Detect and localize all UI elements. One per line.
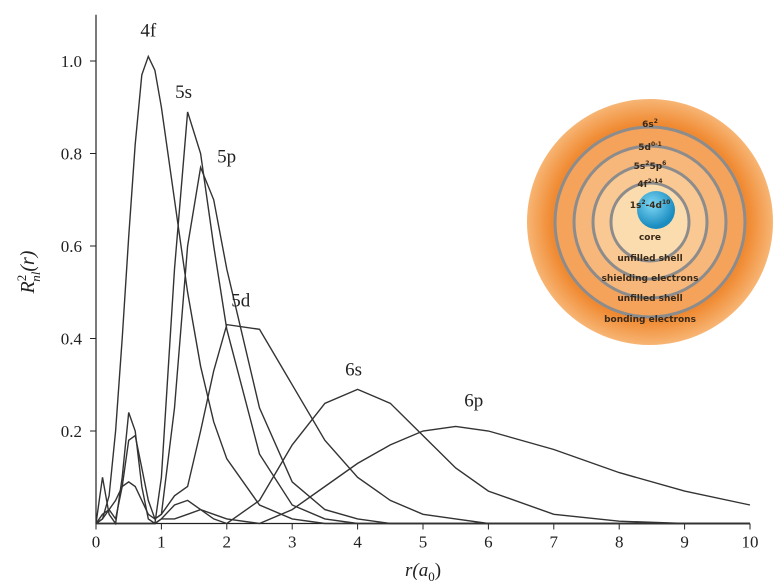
shell-description: bonding electrons: [604, 315, 696, 325]
shell-description: shielding electrons: [602, 274, 699, 284]
shell-label-sup: 2: [654, 118, 658, 125]
series-label: 6s: [345, 359, 362, 380]
shell-description: unfilled shell: [617, 254, 682, 264]
shell-label-part: 5s: [634, 162, 646, 172]
y-tick-label: 0.8: [61, 145, 82, 164]
series-line: [96, 425, 751, 525]
y-axis-label-part: nl: [28, 271, 43, 282]
series-line: [95, 164, 750, 525]
core: [637, 191, 675, 229]
series-label: 5p: [217, 146, 236, 167]
series-label: 5d: [231, 291, 251, 312]
y-tick-label: 0.6: [61, 237, 82, 256]
series-label: 5s: [175, 82, 192, 103]
shell-label: 1s2-4d10: [630, 199, 671, 211]
shell-diagram: 6s25d0-15s25p64f2-141s2-4d10coreunfilled…: [527, 99, 773, 345]
shell-label-part: -4d: [646, 201, 662, 211]
x-tick-label: 2: [223, 533, 232, 552]
x-tick-label: 4: [353, 533, 362, 552]
axes: 0.20.40.60.81.00 1 2 3 4 5 6 7 8 9 10R2nl(r)r(a0)4…: [14, 14, 759, 583]
shell-description: unfilled shell: [617, 294, 682, 304]
shell-label-sup: 0-1: [651, 141, 662, 148]
shell-label-sup: 2: [645, 160, 649, 167]
y-axis-label-part: (r): [17, 250, 39, 271]
y-tick-label: 0.2: [61, 422, 82, 441]
x-tick-label: 1: [157, 533, 166, 552]
shell-label-part: 5d: [638, 143, 651, 153]
shell-label: 5s25p6: [634, 160, 667, 172]
shell-description: core: [639, 233, 661, 243]
y-tick-label: 1.0: [61, 52, 82, 71]
shell-label: 6s2: [642, 118, 658, 130]
shell-label: 4f2-14: [637, 178, 662, 190]
shell-label-sup: 2-14: [648, 178, 663, 185]
y-tick-label: 0.4: [61, 330, 83, 349]
shell-label-sup: 10: [662, 199, 670, 206]
series-label: 6p: [464, 390, 483, 411]
shell-label-part: 6s: [642, 120, 654, 130]
x-tick-label: 3: [288, 533, 297, 552]
x-tick-label: 10: [742, 533, 759, 552]
shell-label: 5d0-1: [638, 141, 662, 153]
x-axis-label: r(a0): [405, 560, 441, 583]
shell-label-part: 1s: [630, 201, 642, 211]
y-axis-label-part: R: [17, 281, 39, 294]
shell-label-part: 5p: [649, 162, 662, 172]
shell-label-part: 4f: [637, 180, 647, 190]
x-axis-label-part: r(a: [405, 560, 428, 581]
shell-label-sup: 2: [641, 199, 645, 206]
x-tick-label: 7: [550, 533, 559, 552]
y-axis-label: R2nl(r): [14, 250, 43, 294]
series-label: 4f: [140, 20, 157, 41]
x-axis-label-part: 0: [428, 569, 435, 583]
y-axis-label-part: 2: [14, 275, 29, 282]
x-tick-label: 0: [92, 533, 101, 552]
x-axis-label-part: ): [435, 560, 441, 581]
x-tick-label: 5: [419, 533, 428, 552]
x-tick-label: 6: [484, 533, 493, 552]
shell-label-sup: 6: [662, 160, 666, 167]
x-tick-label: 8: [615, 533, 624, 552]
x-tick-label: 9: [680, 533, 689, 552]
series-line: [95, 323, 750, 525]
